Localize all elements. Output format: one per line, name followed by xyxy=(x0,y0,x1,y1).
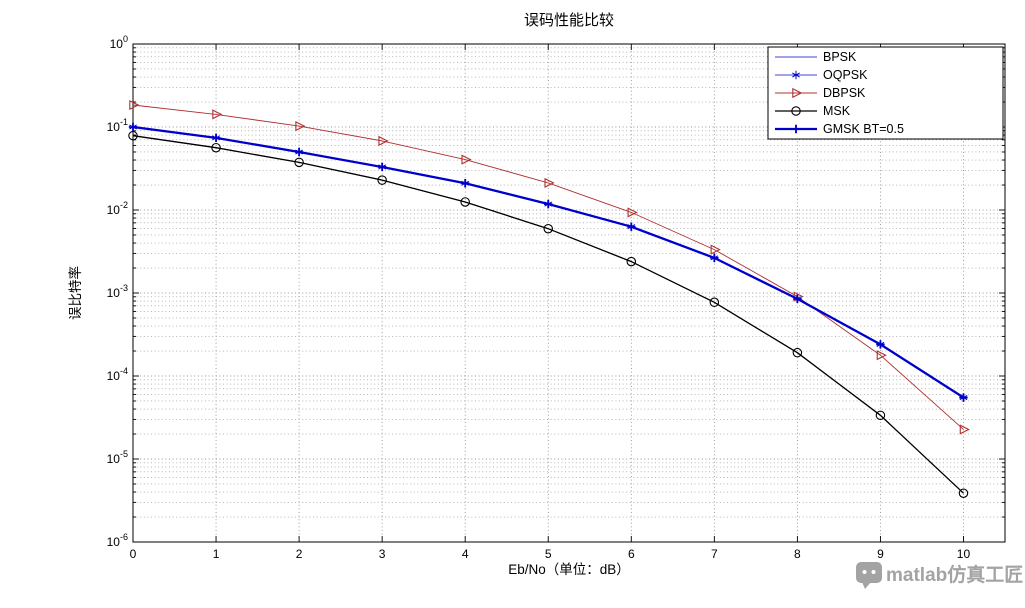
y-tick-label: 10-6 xyxy=(107,532,128,549)
legend-label: OQPSK xyxy=(823,68,868,82)
y-tick-label: 10-1 xyxy=(107,117,128,134)
x-tick-label: 7 xyxy=(711,547,718,561)
x-tick-label: 2 xyxy=(296,547,303,561)
plot-area: 0 1 2 3 4 5 6 7 8 9 10 100 10-1 10-2 10-3 10-4 10-5 10-6 B… xyxy=(107,34,1006,561)
x-tick-label: 9 xyxy=(877,547,884,561)
legend-label: BPSK xyxy=(823,50,857,64)
series-oqpsk xyxy=(129,122,968,402)
series-dbpsk xyxy=(129,99,970,435)
x-axis-label: Eb/No（单位：dB） xyxy=(508,562,630,577)
y-tick-label: 10-5 xyxy=(107,449,128,466)
x-tick-label: 1 xyxy=(213,547,220,561)
x-tick-label: 10 xyxy=(957,547,971,561)
legend-item: OQPSK xyxy=(775,68,868,82)
x-tick-label: 8 xyxy=(794,547,801,561)
series-msk xyxy=(128,130,969,498)
x-tick-label: 0 xyxy=(130,547,137,561)
x-tick-label: 5 xyxy=(545,547,552,561)
y-tick-label: 10-2 xyxy=(107,200,128,217)
y-tick-label: 10-4 xyxy=(107,366,128,383)
legend-label: DBPSK xyxy=(823,86,866,100)
legend-label: MSK xyxy=(823,104,851,118)
legend-item: MSK xyxy=(775,104,851,118)
y-tick-label: 10-3 xyxy=(107,283,128,300)
x-tick-label: 4 xyxy=(462,547,469,561)
legend-item: DBPSK xyxy=(775,86,866,100)
legend-label: GMSK BT=0.5 xyxy=(823,122,904,136)
legend-item: GMSK BT=0.5 xyxy=(775,122,904,136)
series-gmsk-bt-0-5 xyxy=(128,122,968,402)
y-axis-label: 误比特率 xyxy=(67,266,83,320)
legend-item: BPSK xyxy=(775,50,857,64)
x-tick-label: 3 xyxy=(379,547,386,561)
y-tick-label: 100 xyxy=(110,34,128,51)
watermark-logo-icon xyxy=(856,562,882,589)
watermark: matlab仿真工匠 xyxy=(856,562,1023,589)
legend: BPSK OQPSK DBPSK MSK GMSK BT=0.5 xyxy=(767,46,1004,140)
x-tick-label: 6 xyxy=(628,547,635,561)
watermark-text: matlab仿真工匠 xyxy=(886,563,1023,586)
chart-title: 误码性能比较 xyxy=(524,11,614,29)
